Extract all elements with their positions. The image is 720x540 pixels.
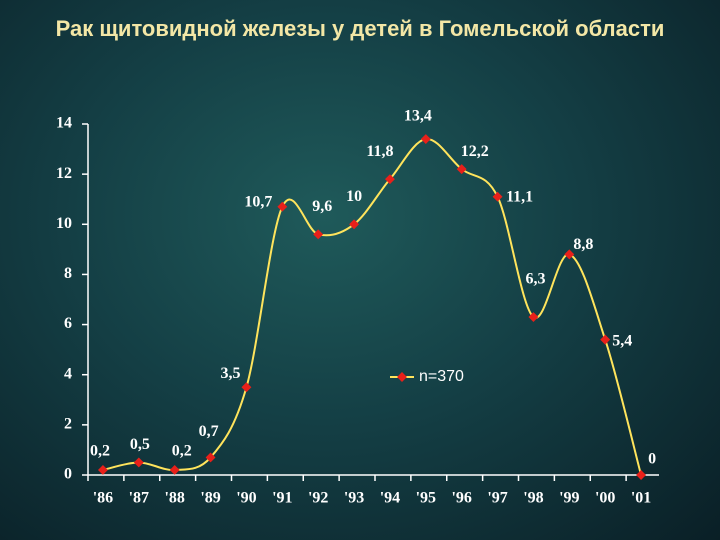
x-tick-label: '96 <box>451 490 471 507</box>
marker <box>456 164 467 175</box>
marker <box>600 334 611 345</box>
marker <box>564 249 575 260</box>
x-tick-label: '00 <box>595 490 615 507</box>
marker <box>241 382 252 393</box>
x-tick-label: '90 <box>236 490 256 507</box>
marker <box>133 457 144 468</box>
marker <box>528 312 539 322</box>
x-tick-label: '91 <box>272 490 292 507</box>
x-tick-label: '87 <box>129 490 149 507</box>
value-label: 3,5 <box>220 365 240 382</box>
x-tick-label: '98 <box>523 490 543 507</box>
value-label: 11,1 <box>506 188 533 205</box>
marker <box>169 465 180 475</box>
marker <box>349 219 360 230</box>
y-tick-label: 6 <box>64 315 72 332</box>
value-label: 0,2 <box>90 443 110 460</box>
y-tick-label: 10 <box>56 215 72 232</box>
legend-label: n=370 <box>419 368 464 385</box>
x-tick-label: '94 <box>380 490 400 507</box>
value-label: 5,4 <box>612 332 632 349</box>
y-tick-label: 4 <box>64 365 72 382</box>
y-tick-label: 14 <box>56 115 72 132</box>
x-tick-label: '95 <box>416 490 436 507</box>
value-label: 0 <box>648 451 656 468</box>
x-tick-label: '88 <box>164 490 184 507</box>
value-label: 10 <box>346 188 362 205</box>
marker <box>313 229 324 240</box>
value-label: 11,8 <box>366 143 393 160</box>
marker <box>97 465 108 475</box>
marker <box>636 470 647 480</box>
x-tick-label: '01 <box>631 490 651 507</box>
marker <box>205 452 216 463</box>
x-tick-label: '99 <box>559 490 579 507</box>
x-tick-label: '86 <box>93 490 113 507</box>
value-label: 0,5 <box>130 436 150 453</box>
value-label: 8,8 <box>573 236 593 253</box>
x-tick-label: '93 <box>344 490 364 507</box>
value-label: 0,7 <box>199 423 219 440</box>
x-tick-label: '92 <box>308 490 328 507</box>
marker <box>384 174 395 185</box>
marker <box>492 191 503 202</box>
marker <box>277 201 288 212</box>
value-label: 13,4 <box>404 108 432 125</box>
chart-title: Рак щитовидной железы у детей в Гомельск… <box>55 16 665 41</box>
value-label: 6,3 <box>525 271 545 288</box>
y-tick-label: 2 <box>64 416 72 433</box>
value-label: 12,2 <box>461 143 489 160</box>
x-tick-label: '97 <box>487 490 507 507</box>
legend-marker <box>397 372 407 382</box>
value-label: 0,2 <box>172 443 192 460</box>
y-tick-label: 8 <box>64 265 72 282</box>
value-label: 9,6 <box>312 198 332 215</box>
y-tick-label: 0 <box>64 466 72 483</box>
marker <box>420 134 431 144</box>
y-tick-label: 12 <box>56 165 72 182</box>
series-line <box>102 138 643 476</box>
x-tick-label: '89 <box>200 490 220 507</box>
value-label: 10,7 <box>244 193 272 210</box>
